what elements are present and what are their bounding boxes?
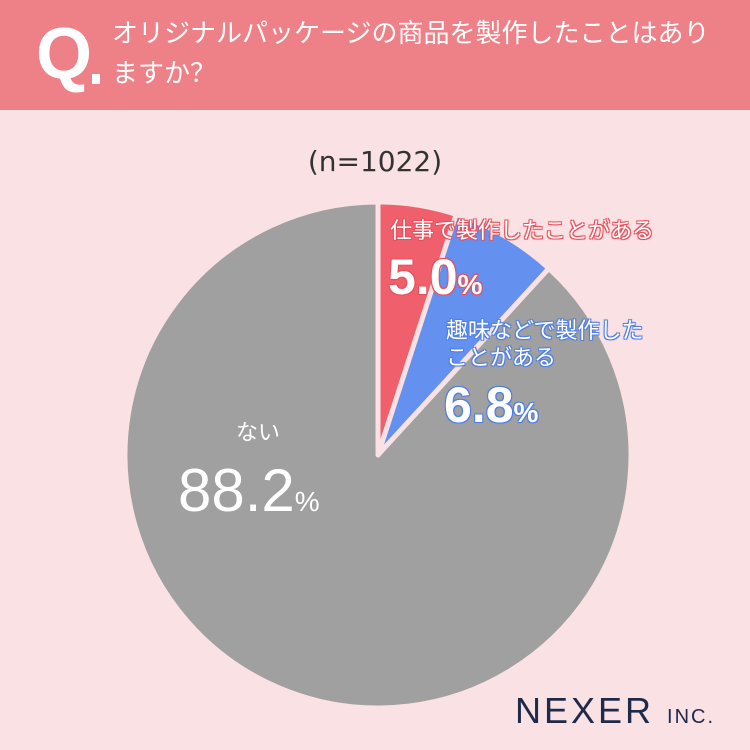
slice-value-hobby: 6.8% [444,377,539,433]
q-mark: Q [36,14,93,94]
sample-size: (n=1022) [307,145,443,178]
question-header: Q オリジナルパッケージの商品を製作したことはありますか？ [0,0,750,110]
q-dot [92,74,100,84]
slice-value-none: 88.2% [178,457,320,524]
pie-slice-2 [122,199,634,711]
nexer-logo: NEXER INC. [515,690,716,731]
slice-label-work: 仕事で製作したことがある [390,219,655,244]
slice-value-work: 5.0% [388,249,483,305]
question-title: オリジナルパッケージの商品を製作したことはありますか？ [112,19,710,89]
slice-label-none: ない [236,421,281,446]
slice-label-hobby: 趣味などで製作したことがある [446,319,644,371]
